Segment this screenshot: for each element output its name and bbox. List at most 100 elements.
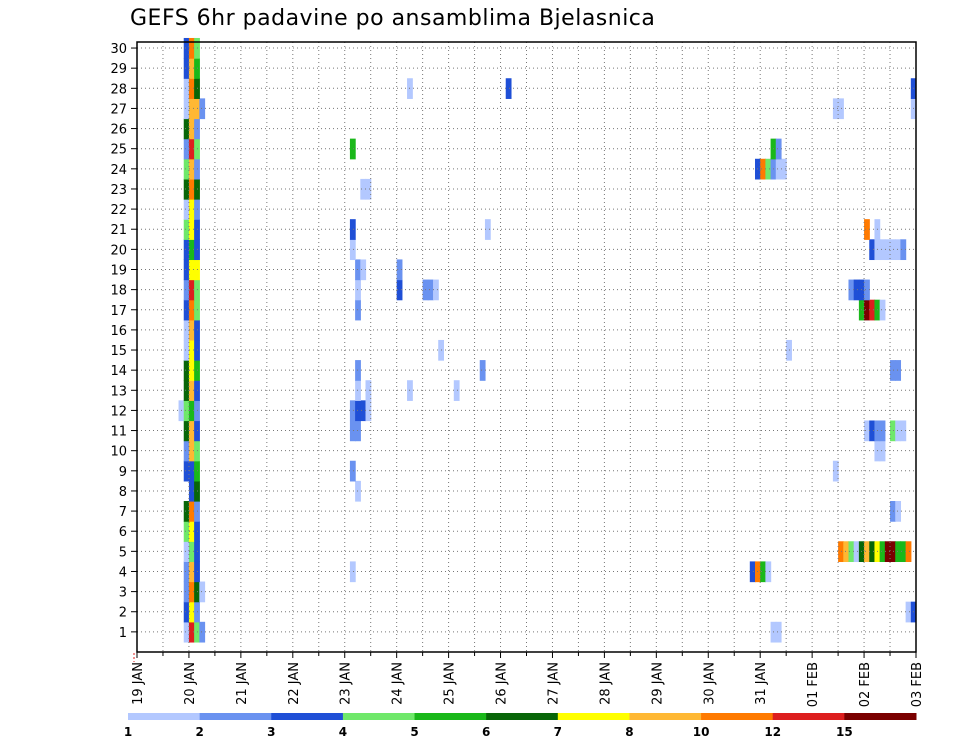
heatmap-cell (365, 400, 372, 422)
heatmap-cell (183, 541, 190, 563)
heatmap-cell (188, 37, 195, 59)
y-tick-label: 22 (110, 203, 127, 218)
colorbar-label: 1 (124, 725, 132, 739)
heatmap-cell (183, 380, 190, 401)
heatmap-cell (869, 541, 876, 563)
heatmap-cell (349, 138, 356, 160)
colorbar-segment (844, 713, 917, 720)
heatmap-cell (188, 279, 195, 301)
heatmap-cell (183, 138, 190, 160)
heatmap-cell (183, 581, 190, 603)
heatmap-cell (183, 440, 190, 462)
heatmap-cell (188, 118, 195, 140)
heatmap-cell (360, 178, 367, 200)
x-tick-label: 23 JAN (339, 662, 354, 705)
colorbar-segment (128, 713, 201, 720)
heatmap-cell (775, 621, 782, 643)
colorbar-segment (772, 713, 845, 720)
y-tick-label: 27 (110, 102, 127, 117)
heatmap-cell (780, 158, 787, 180)
heatmap-cell (864, 299, 870, 321)
heatmap-cell (355, 420, 361, 442)
x-tick-label: 24 JAN (391, 662, 406, 705)
y-tick-label: 18 (110, 284, 127, 299)
heatmap-cell (900, 541, 907, 563)
heatmap-cell (355, 380, 361, 401)
heatmap-cell (433, 279, 439, 301)
heatmap-cell (765, 561, 772, 583)
heatmap-cell (183, 219, 190, 240)
heatmap-cell (884, 239, 891, 261)
heatmap-cell (765, 158, 772, 180)
y-tick-label: 30 (110, 42, 127, 57)
heatmap-cell (183, 199, 190, 220)
heatmap-cell (360, 259, 367, 281)
heatmap-cell (188, 78, 195, 99)
heatmap-cell (879, 299, 886, 321)
y-tick-label: 20 (110, 243, 127, 258)
colorbar-segment (199, 713, 272, 720)
y-tick-label: 11 (110, 425, 127, 440)
heatmap-cell (183, 460, 190, 482)
y-tick-label: 3 (119, 586, 127, 601)
heatmap-cell (188, 420, 195, 442)
heatmap-cell (188, 259, 195, 281)
x-tick-label: 26 JAN (495, 662, 510, 705)
heatmap-cell (188, 199, 195, 220)
y-tick-label: 6 (119, 525, 127, 540)
heatmap-cell (183, 319, 190, 341)
heatmap-cell (183, 561, 190, 583)
heatmap-cell (479, 360, 486, 381)
heatmap-cell (183, 118, 190, 140)
y-tick-label: 7 (119, 505, 127, 520)
heatmap-cell (199, 621, 206, 643)
colorbar-label: 6 (482, 725, 490, 739)
y-tick-label: 23 (110, 183, 127, 198)
heatmap-cell (760, 561, 766, 583)
heatmap-cell (349, 420, 356, 442)
heatmap-cell (427, 279, 434, 301)
heatmap-cell (869, 299, 876, 321)
heatmap-cell (188, 400, 195, 422)
x-tick-label: 31 JAN (754, 662, 769, 705)
y-tick-label: 16 (110, 324, 127, 339)
y-tick-label: 1 (119, 626, 127, 641)
heatmap-cell (349, 239, 356, 261)
heatmap-cell (895, 541, 902, 563)
heatmap-cell (895, 501, 902, 522)
heatmap-cell (890, 239, 896, 261)
heatmap-cell (183, 98, 190, 120)
heatmap-cell (884, 541, 891, 563)
heatmap-cell (895, 239, 902, 261)
heatmap-cell (864, 420, 870, 442)
heatmap-cell (864, 219, 870, 240)
x-tick-label: 30 JAN (702, 662, 717, 705)
heatmap-cell (183, 621, 190, 643)
heatmap-cell (188, 98, 195, 120)
heatmap-cell (895, 360, 902, 381)
heatmap-cell (188, 138, 195, 160)
heatmap-cell (188, 541, 195, 563)
colorbar-segment (701, 713, 774, 720)
heatmap-cell (355, 480, 361, 502)
y-tick-label: 8 (119, 485, 127, 500)
y-tick-label: 12 (110, 404, 127, 419)
colorbar-segment (557, 713, 630, 720)
heatmap-cell (905, 601, 912, 623)
heatmap-cell (183, 521, 190, 542)
heatmap-cell (188, 158, 195, 180)
x-tick-label: 03 FEB (910, 662, 925, 707)
x-tick-label: 02 FEB (858, 662, 873, 707)
colorbar-layer: 1 2 3 4 5 6 7 8 10 12 15 (124, 713, 917, 739)
heatmap-cell (188, 501, 195, 522)
heatmap-cell (183, 501, 190, 522)
heatmap-cell (365, 380, 372, 401)
heatmap-cell (188, 219, 195, 240)
heatmap-cell (360, 400, 367, 422)
heatmap-cell (879, 420, 886, 442)
y-tick-label: 25 (110, 143, 127, 158)
heatmap-cell (183, 37, 190, 59)
x-tick-label: 01 FEB (806, 662, 821, 707)
x-tick-label: 27 JAN (546, 662, 561, 705)
